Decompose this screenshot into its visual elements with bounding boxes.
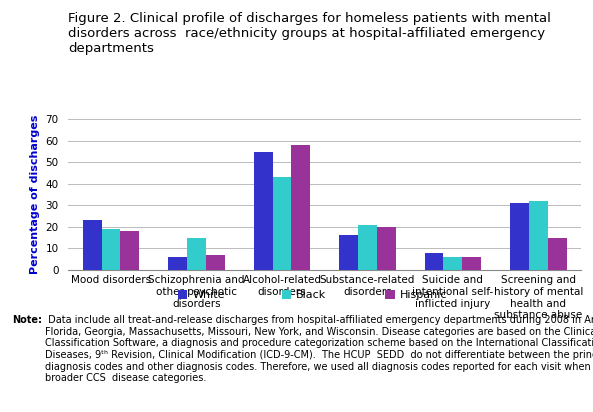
Text: Hispanic: Hispanic [400, 290, 447, 300]
Bar [187, 238, 206, 270]
Text: White: White [192, 290, 225, 300]
Text: Black: Black [296, 290, 326, 300]
Y-axis label: Percentage of discharges: Percentage of discharges [30, 115, 40, 274]
Bar [206, 255, 225, 270]
Bar [529, 201, 548, 270]
Text: Note:: Note: [12, 315, 42, 325]
Bar [101, 229, 120, 270]
Bar [463, 257, 481, 270]
Bar [339, 236, 358, 270]
Bar [120, 231, 139, 270]
Text: Data include all treat-and-release discharges from hospital-affiliated emergency: Data include all treat-and-release disch… [45, 315, 593, 383]
Bar [254, 152, 273, 270]
Text: Figure 2. Clinical profile of discharges for homeless patients with mental
disor: Figure 2. Clinical profile of discharges… [68, 12, 551, 55]
Bar [510, 203, 529, 270]
Bar [358, 225, 377, 270]
Bar [425, 253, 444, 270]
Bar [548, 238, 566, 270]
Bar [83, 220, 101, 270]
Bar [444, 257, 463, 270]
Bar [291, 145, 310, 270]
Bar [168, 257, 187, 270]
Bar [377, 227, 396, 270]
Bar [273, 178, 291, 270]
